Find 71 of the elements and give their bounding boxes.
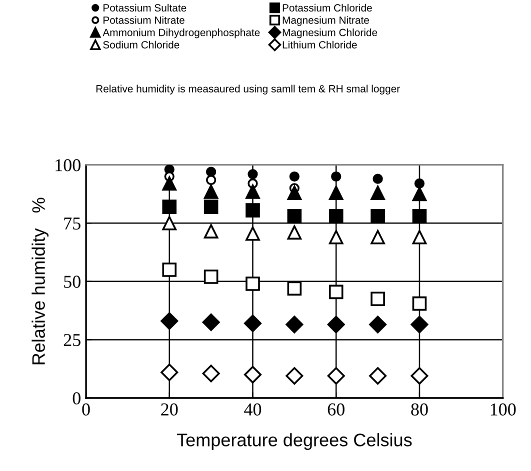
- legend-label: Potassium Chloride: [282, 4, 372, 12]
- x-tick-label: 0: [82, 403, 90, 416]
- point: [328, 284, 344, 300]
- point: [244, 314, 262, 332]
- legend-label: Sodium Chloride: [103, 40, 180, 48]
- point: [162, 262, 177, 277]
- point: [327, 316, 345, 334]
- point: [287, 208, 302, 224]
- point: [162, 176, 177, 191]
- point: [206, 174, 216, 186]
- point: [204, 200, 218, 214]
- point: [410, 367, 428, 385]
- point: [287, 225, 302, 240]
- point: [412, 296, 427, 311]
- point: [370, 292, 385, 306]
- x-tick-label: 60: [328, 403, 344, 416]
- point: [246, 184, 260, 199]
- point: [162, 200, 177, 214]
- point: [202, 313, 220, 331]
- point: [370, 208, 385, 224]
- x-tick-label: 20: [161, 403, 178, 416]
- point: [369, 367, 387, 385]
- legend-label: Ammonium Dihydrogenphosphate: [102, 28, 260, 38]
- point: [160, 312, 178, 330]
- point: [372, 174, 383, 184]
- point: [287, 281, 302, 296]
- point: [370, 186, 385, 200]
- y-tick-label: 100: [56, 159, 80, 172]
- point: [328, 208, 344, 224]
- point: [204, 184, 218, 199]
- point: [289, 171, 300, 182]
- point: [331, 171, 342, 182]
- x-tick-label: 80: [411, 403, 428, 416]
- x-tick-label: 40: [244, 403, 262, 416]
- point: [286, 367, 304, 385]
- point: [248, 169, 258, 180]
- y-axis-title: Relative humidity %: [32, 198, 49, 364]
- point: [328, 230, 344, 244]
- point: [206, 166, 216, 177]
- legend-label: Lithium Chloride: [282, 40, 357, 48]
- point: [246, 203, 260, 218]
- y-tick-label: 25: [64, 334, 80, 346]
- point: [244, 366, 262, 384]
- point: [370, 230, 385, 244]
- point: [287, 186, 302, 200]
- point: [286, 316, 304, 334]
- legend-label: Potassium Nitrate: [104, 16, 184, 24]
- point: [412, 230, 427, 244]
- point: [202, 364, 220, 382]
- x-axis-title: Temperature degrees Celsius: [176, 433, 412, 450]
- point: [412, 186, 427, 202]
- point: [412, 208, 427, 224]
- point: [246, 226, 260, 241]
- point: [204, 224, 218, 238]
- point: [204, 270, 218, 284]
- point: [328, 186, 344, 200]
- point: [246, 276, 260, 291]
- point: [414, 178, 425, 189]
- y-tick-label: 50: [64, 276, 80, 288]
- point: [410, 316, 428, 334]
- y-tick-label: 75: [64, 218, 80, 230]
- legend-label: Potassium Sultate: [104, 4, 186, 12]
- point: [327, 367, 345, 385]
- legend-label: Magnesium Nitrate: [282, 16, 369, 26]
- y-tick-label: 0: [72, 392, 80, 404]
- x-tick-label: 100: [490, 403, 516, 416]
- point: [162, 216, 177, 230]
- text: Relative humidity is measaured using samll tem & RH smal logger: [96, 84, 400, 94]
- legend-label: Magnesium Chloride: [282, 28, 378, 38]
- point: [369, 316, 387, 334]
- point: [160, 364, 178, 382]
